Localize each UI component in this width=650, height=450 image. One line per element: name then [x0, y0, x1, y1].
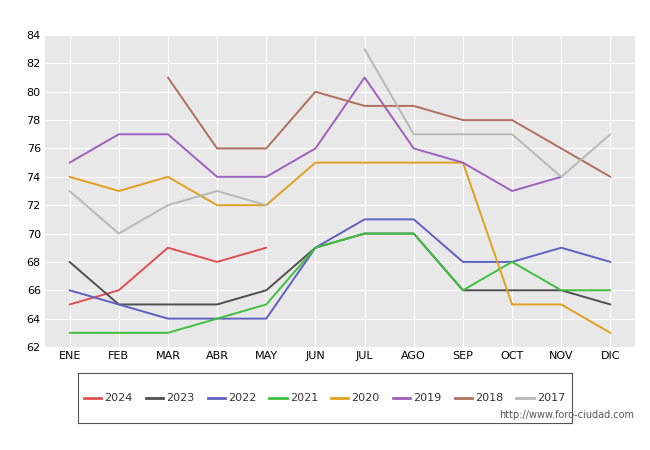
Text: 2020: 2020 — [352, 393, 380, 403]
Text: 2023: 2023 — [166, 393, 194, 403]
Text: 2021: 2021 — [290, 393, 318, 403]
Text: 2019: 2019 — [413, 393, 441, 403]
Text: 2018: 2018 — [475, 393, 503, 403]
Text: 2017: 2017 — [537, 393, 565, 403]
Text: 2022: 2022 — [228, 393, 257, 403]
Text: 2024: 2024 — [105, 393, 133, 403]
Text: Afiliados en Santa María de Huerta a 31/5/2024: Afiliados en Santa María de Huerta a 31/… — [128, 9, 522, 27]
Text: http://www.foro-ciudad.com: http://www.foro-ciudad.com — [499, 410, 634, 420]
